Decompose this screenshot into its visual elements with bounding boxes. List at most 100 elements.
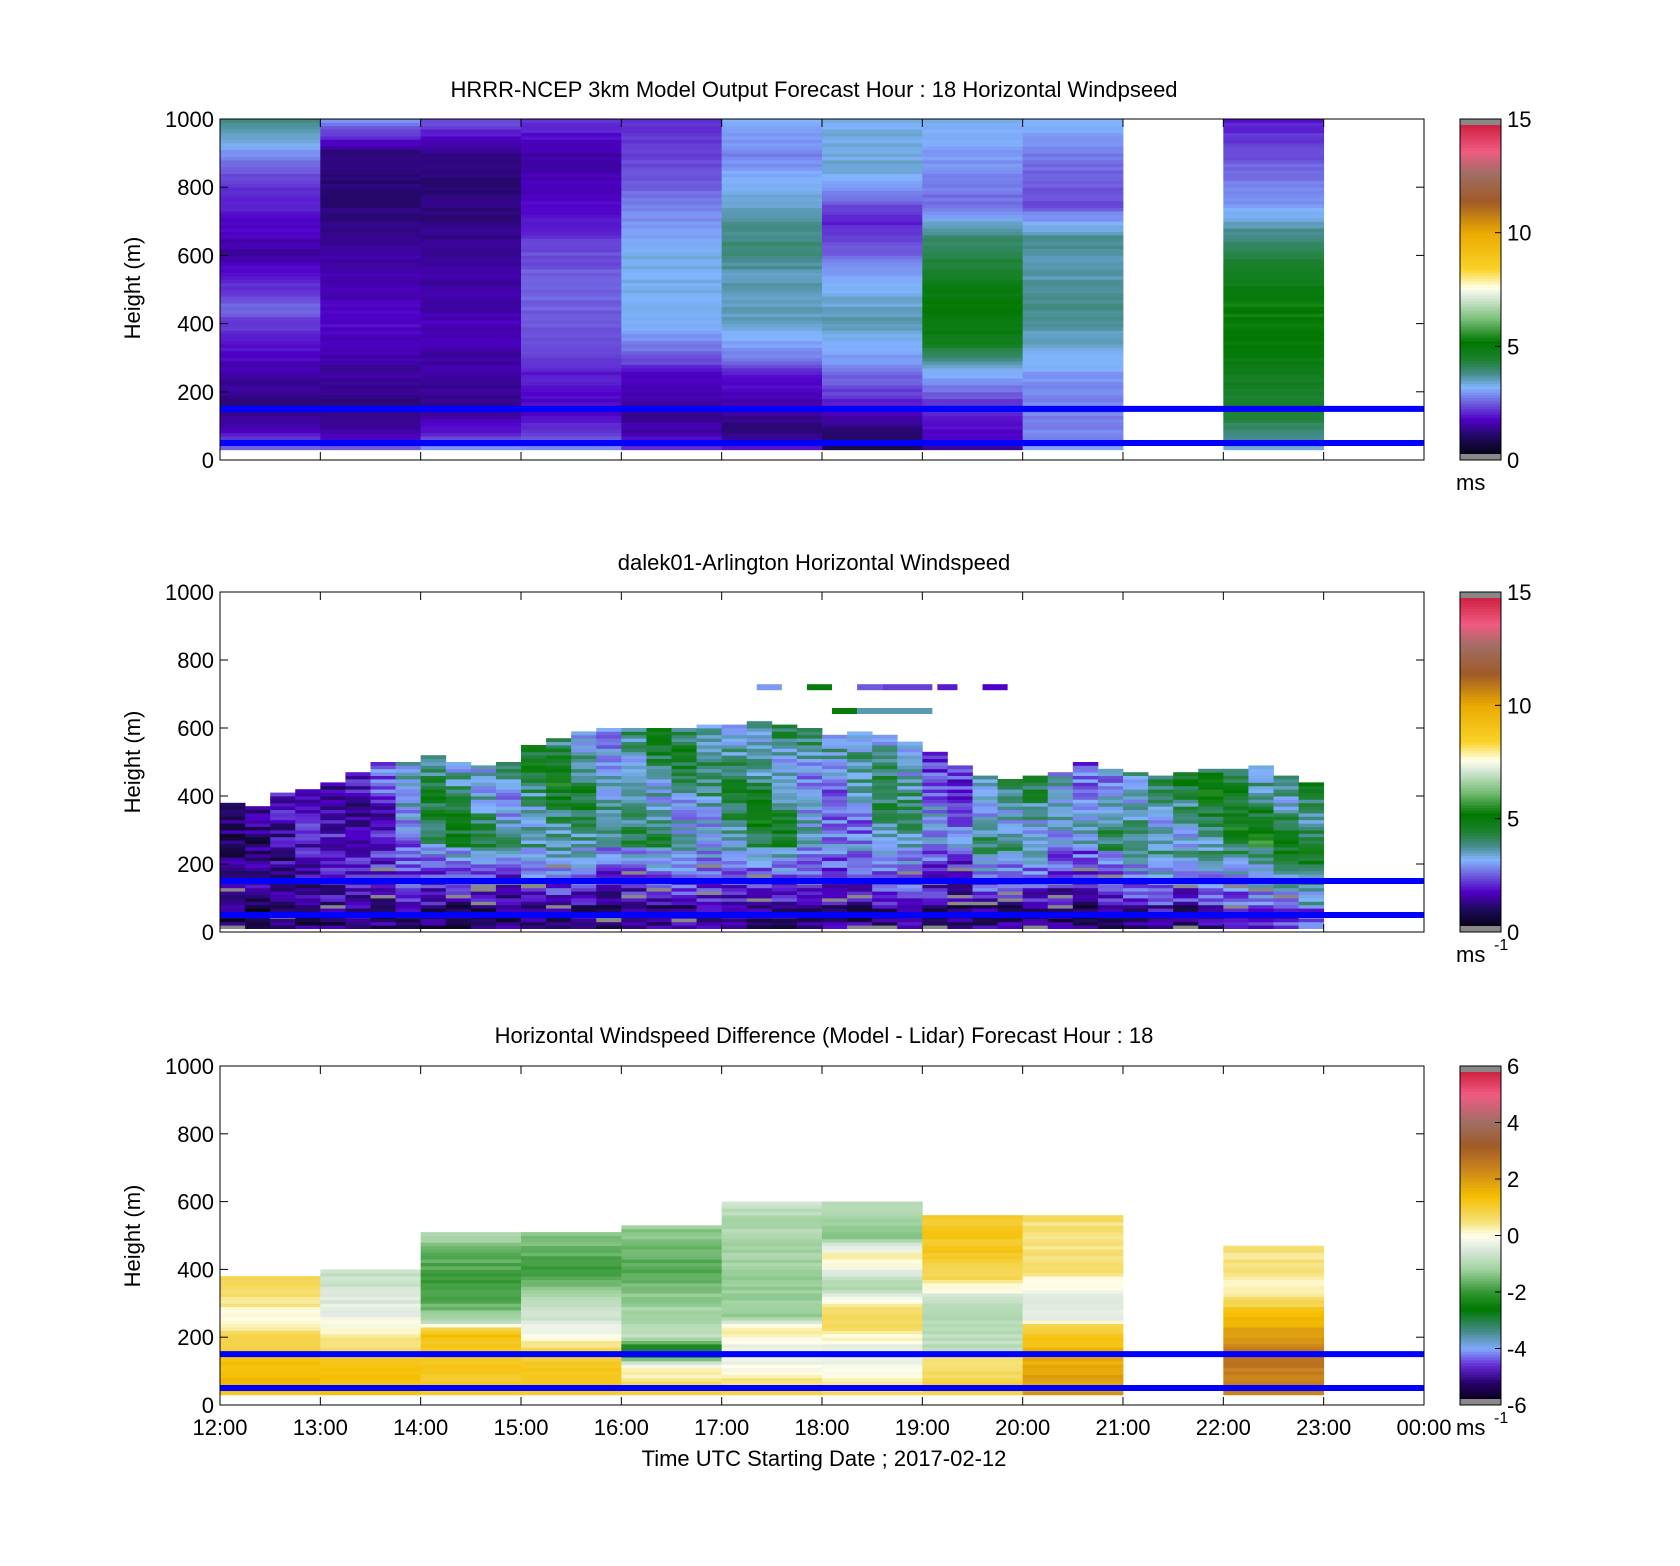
data-cell [370,864,396,868]
data-cell [972,857,998,861]
data-cell [546,918,572,923]
data-cell [822,796,848,800]
data-cell [395,925,422,929]
data-cell [596,755,622,759]
data-cell [395,840,422,844]
data-cell [621,1262,723,1267]
data-cell [1022,299,1124,304]
colorbar-swatch [1460,685,1501,689]
data-cell [621,738,647,742]
data-cell [1047,874,1074,878]
data-cell [1148,918,1174,923]
data-cell [1273,785,1299,790]
data-cell [947,921,973,926]
data-cell [395,891,422,895]
data-cell [721,765,748,770]
data-cell [621,833,647,838]
colorbar-swatch [1460,827,1501,831]
data-cell [922,796,948,800]
data-cell [621,904,647,909]
data-cell [1223,200,1325,205]
colorbar-swatch [1460,1215,1501,1220]
data-cell [1022,255,1124,260]
data-cell [1173,772,1199,776]
colorbar-swatch [1460,1102,1501,1107]
data-cell [1223,1323,1325,1328]
data-cell [947,768,973,773]
data-cell [997,867,1024,872]
data-cell [621,809,647,814]
data-cell [470,918,497,923]
data-column [922,1215,1024,1396]
colorbar-swatch [1460,699,1501,703]
data-cell [345,908,371,912]
data-cell [571,765,597,770]
data-cell [470,830,497,834]
data-cell [420,170,522,174]
data-cell [621,734,647,739]
colorbar-swatch [1460,1280,1501,1285]
data-cell [621,894,647,899]
data-cell [1123,884,1149,889]
data-cell [646,775,672,780]
data-cell [220,350,321,355]
data-cell [922,1269,1024,1274]
data-cell [1273,894,1299,899]
colorbar-swatch [1460,161,1501,165]
data-cell [746,884,773,889]
data-cell [721,272,823,277]
data-cell [1223,1266,1325,1270]
data-cell [521,292,622,297]
data-cell [721,1343,823,1348]
data-cell [320,340,422,345]
data-cell [897,768,923,773]
data-cell [420,337,522,342]
data-cell [822,436,923,440]
data-cell [721,211,823,215]
data-cell [796,874,823,878]
data-cell [1273,908,1299,912]
data-cell [771,867,798,872]
data-cell [872,823,898,827]
data-cell [420,330,522,335]
data-cell [1223,833,1249,838]
data-cell [395,884,422,889]
data-cell [621,139,723,144]
data-cell [420,1320,522,1325]
data-cell [1022,1269,1124,1274]
panel-difference-ylabel: Height (m) [120,1185,145,1288]
data-cell [671,887,697,892]
colorbar-tick-label: 15 [1507,580,1531,605]
data-cell [420,1282,522,1287]
data-cell [1198,867,1224,872]
data-cell [320,1320,422,1325]
data-cell [1223,367,1325,372]
data-cell [470,867,497,872]
data-cell [1022,371,1124,376]
data-cell [1072,894,1099,899]
data-cell [796,792,823,797]
data-cell [320,367,422,372]
data-cell [220,867,246,872]
data-cell [370,789,396,793]
data-cell [822,234,923,239]
data-cell [897,772,923,776]
data-cell [420,908,447,912]
data-cell [1198,874,1224,878]
data-cell [721,224,823,229]
data-cell [847,925,873,929]
data-cell [771,860,798,865]
colorbar-swatch [1460,796,1501,800]
data-cell [420,782,447,787]
data-cell [771,748,798,753]
data-cell [420,1310,522,1314]
data-cell [245,901,271,906]
data-cell [621,402,723,406]
data-cell [395,775,422,780]
data-cell [922,755,948,759]
data-cell [521,1232,622,1236]
data-cell [897,751,923,756]
data-cell [1097,857,1124,861]
data-cell [922,292,1024,297]
data-cell [746,836,773,841]
